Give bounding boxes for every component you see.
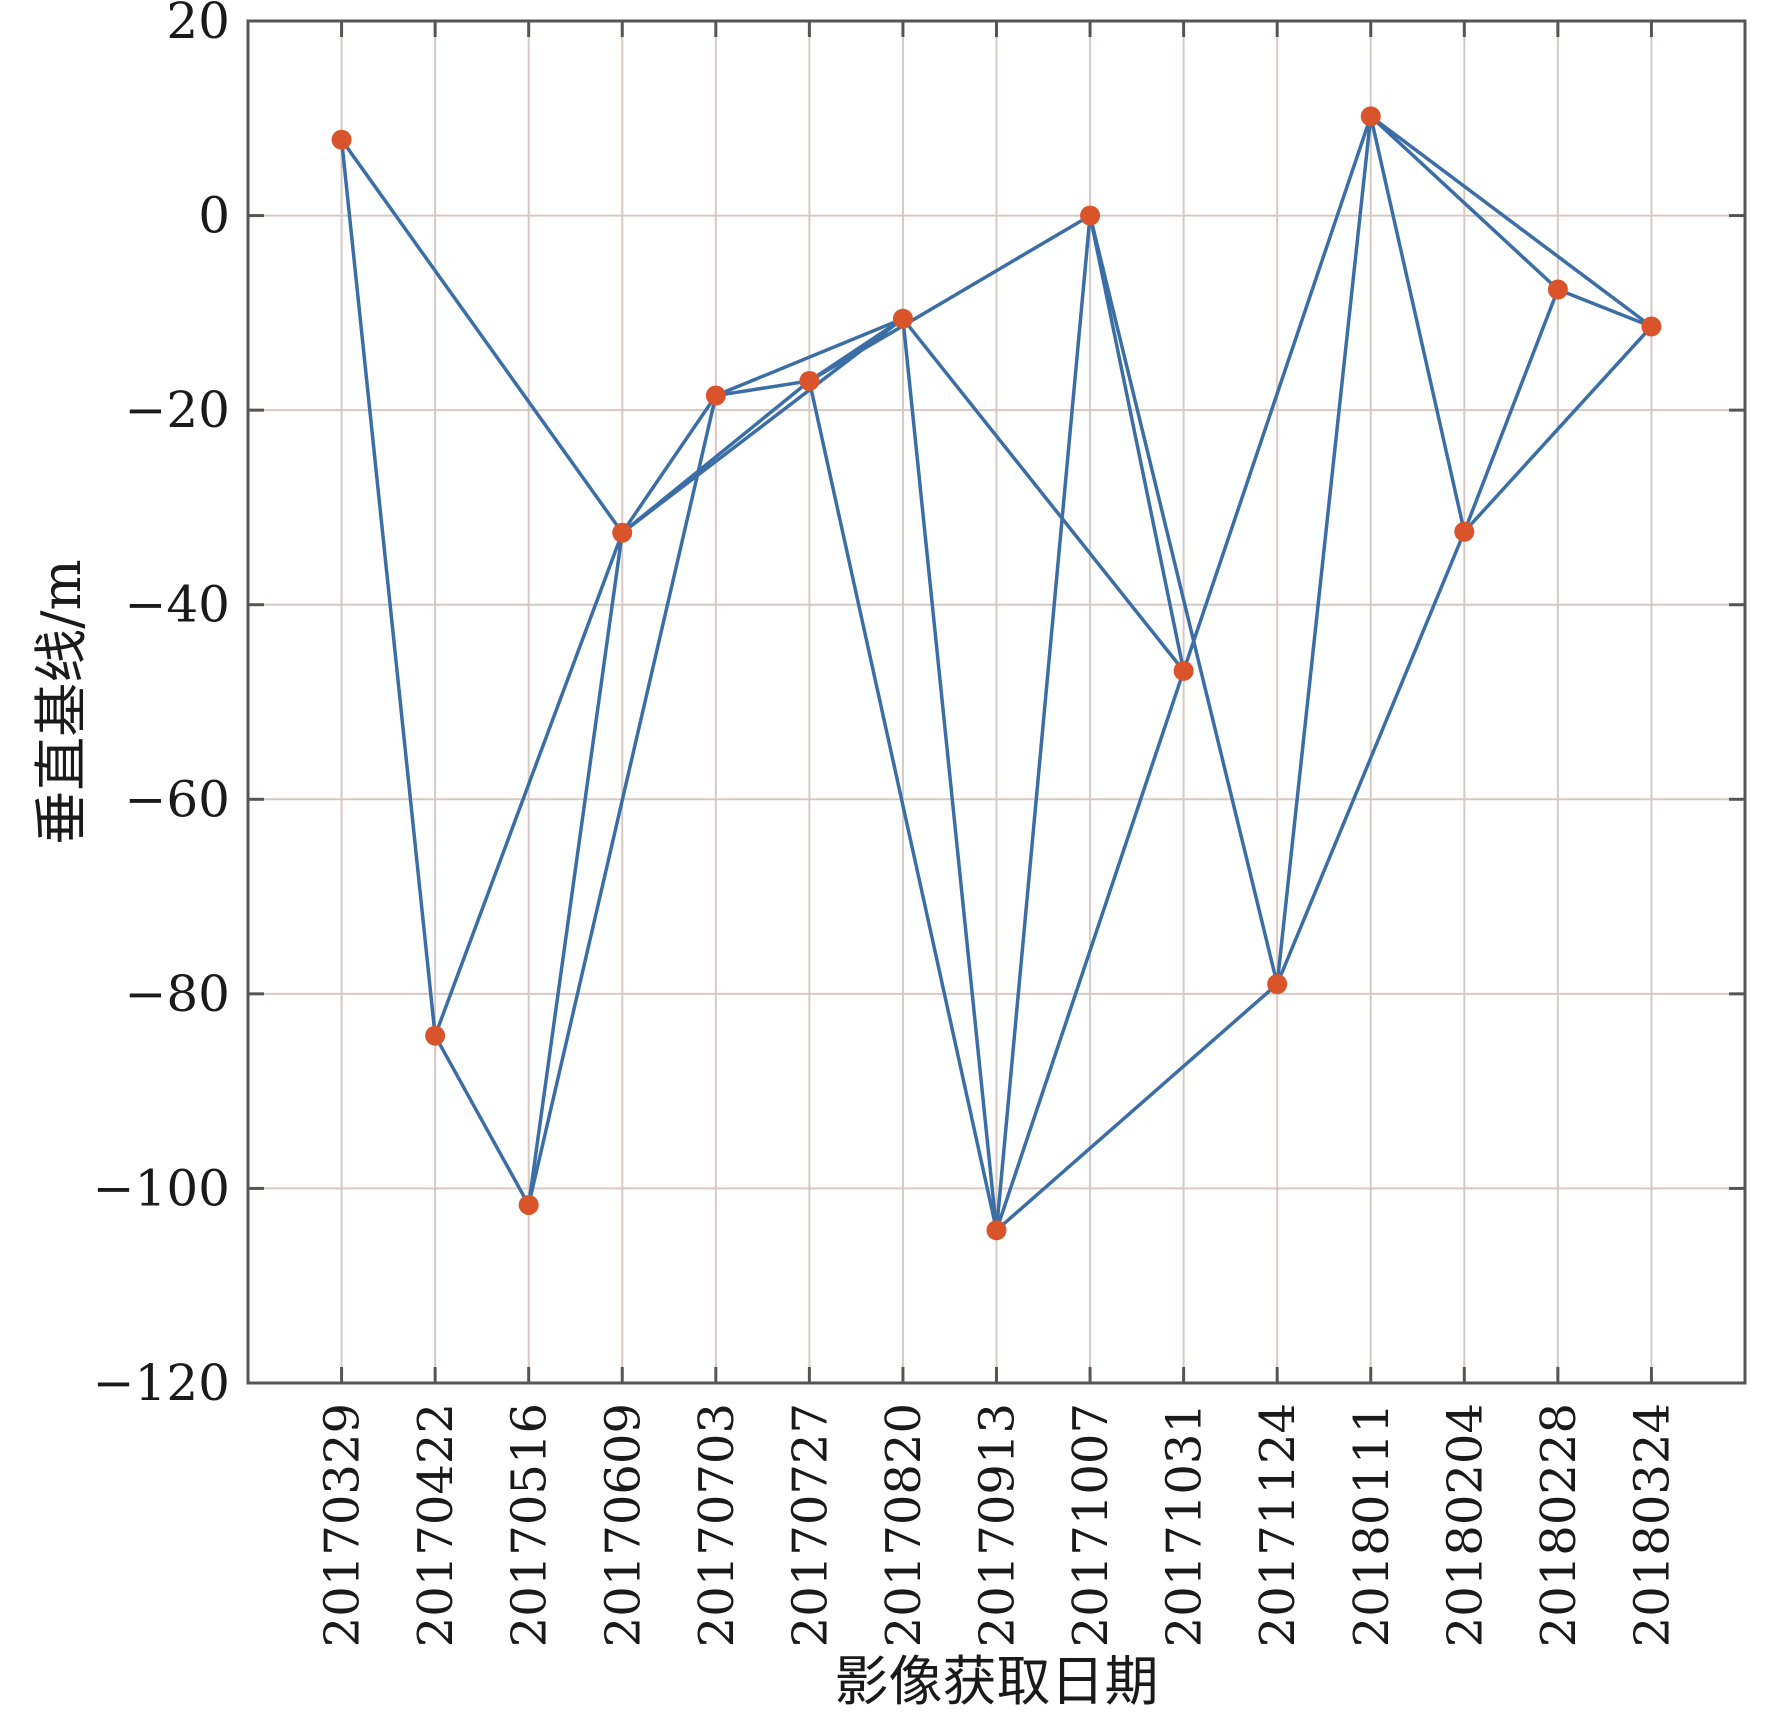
pair-line [1556,287,1654,329]
pair-line [994,669,1186,1233]
x-tick-label: 20180111 [1344,1403,1400,1647]
pair-line [1275,530,1467,986]
acquisition-point [705,385,726,406]
y-tick-label: −100 [93,1159,230,1217]
x-tick-label: 20170703 [689,1403,745,1647]
pair-line [994,213,1092,1233]
acquisition-point [1360,106,1381,127]
pair-line [526,530,624,1207]
pair-line [1462,287,1560,534]
x-tick-label: 20180228 [1531,1403,1587,1647]
y-tick-label: 0 [198,187,230,245]
acquisition-point [331,129,352,150]
acquisition-point [1641,316,1662,337]
pair-line [714,379,812,398]
pair-line [526,393,718,1207]
x-tick-label: 20171031 [1157,1403,1213,1647]
acquisition-point [1173,660,1194,681]
acquisition-point [892,308,913,329]
pair-line [1181,114,1373,673]
pair-line [1088,213,1279,986]
y-tick-label: 20 [166,0,230,50]
x-tick-label: 20170727 [782,1403,838,1647]
acquisition-point [1080,205,1101,226]
acquisition-point [1454,521,1475,542]
pair-line [339,137,624,535]
x-axis-ticks: 20170329 20170422 20170516 20170609 20170703… [315,21,1680,1647]
x-tick-label: 20171007 [1063,1403,1119,1647]
pair-line [1369,114,1560,292]
x-tick-label: 20180324 [1624,1403,1680,1647]
y-tick-label: −80 [124,965,230,1023]
x-tick-label: 20171124 [1250,1403,1306,1647]
pair-line [339,137,437,1038]
acquisition-point [425,1025,446,1046]
x-tick-label: 20180204 [1437,1403,1493,1647]
acquisition-point [612,522,633,543]
pair-line [807,379,999,1233]
x-axis-label: 影像获取日期 [835,1650,1159,1713]
y-tick-label: −40 [124,576,230,634]
y-tick-label: −120 [93,1354,230,1412]
x-tick-label: 20170422 [408,1403,464,1647]
pair-line [1275,114,1373,986]
grid [248,20,1745,1384]
pair-line [620,393,718,535]
acquisition-point [1547,279,1568,300]
x-tick-label: 20170609 [595,1403,651,1647]
pair-line [1088,213,1186,673]
acquisition-points [331,106,1662,1241]
x-tick-label: 20170913 [970,1403,1026,1647]
pair-line [1369,114,1467,534]
x-tick-label: 20170820 [876,1403,932,1647]
pair-line [807,213,1092,383]
acquisition-point [518,1194,539,1215]
x-tick-label: 20170329 [315,1403,371,1647]
pair-line [994,982,1279,1233]
y-tick-label: −60 [124,770,230,828]
pair-line [1462,324,1654,534]
pair-line [1369,114,1654,329]
x-tick-label: 20170516 [502,1403,558,1647]
y-axis-ticks: 20 0 −20 −40 −60 −80 −100 −120 [93,0,1745,1412]
pair-line [714,316,905,398]
pair-line [901,316,999,1233]
baseline-pair-lines [339,114,1654,1233]
acquisition-point [799,370,820,391]
pair-line [433,1033,531,1207]
y-axis-label: 垂直基线/m [30,559,93,844]
acquisition-point [986,1220,1007,1241]
y-tick-label: −20 [124,381,230,439]
pair-line [433,530,624,1038]
pair-line [901,316,1186,673]
acquisition-point [1267,974,1288,995]
